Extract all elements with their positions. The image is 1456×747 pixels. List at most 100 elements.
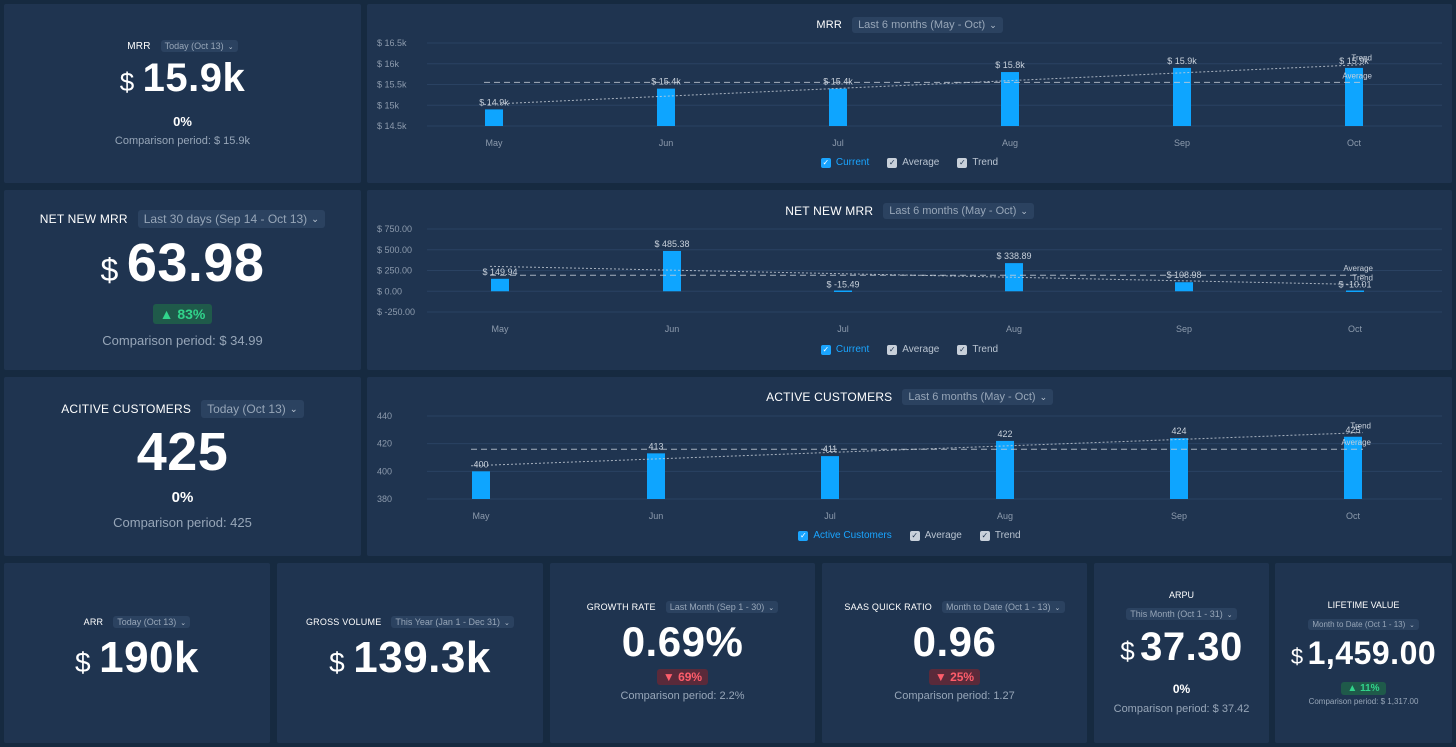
active-chart-period-dropdown[interactable]: Last 6 months (May - Oct) ⌄ <box>902 389 1053 405</box>
chevron-down-icon: ⌄ <box>1020 205 1028 216</box>
data-label: $ 338.89 <box>996 251 1031 261</box>
net-chart-period-dropdown[interactable]: Last 6 months (May - Oct) ⌄ <box>883 203 1034 219</box>
arpu-comparison: Comparison period: $ 37.42 <box>1113 703 1250 715</box>
data-label: 411 <box>823 444 837 454</box>
chevron-down-icon: ⌄ <box>1054 602 1061 612</box>
x-tick-label: Jun <box>649 511 664 521</box>
x-tick-label: Oct <box>1347 138 1362 148</box>
quick-title: SAAS QUICK RATIO <box>844 602 932 612</box>
trend-line <box>470 432 1364 467</box>
gross-period-dropdown[interactable]: This Year (Jan 1 - Dec 31) ⌄ <box>391 616 514 628</box>
legend-current[interactable]: ✓ Current <box>820 157 870 168</box>
net-new-kpi-value: 63.98 <box>126 233 265 293</box>
legend-average[interactable]: ✓ Average <box>909 530 962 541</box>
bar <box>1346 290 1364 292</box>
active-kpi-header: ACITIVE CUSTOMERS Today (Oct 13) ⌄ <box>4 400 361 418</box>
legend-current[interactable]: ✓ Current <box>820 344 869 355</box>
data-label: $ 14.9k <box>479 97 509 107</box>
arr-card: ARR Today (Oct 13) ⌄ $190k <box>4 563 270 743</box>
net-new-mrr-chart-card: NET NEW MRR Last 6 months (May - Oct) ⌄ … <box>367 190 1452 370</box>
y-tick-label: $ 15.5k <box>377 80 407 90</box>
x-tick-label: Jun <box>665 324 680 334</box>
legend-trend-label: Trend <box>972 157 999 168</box>
mrr-chart-period-dropdown[interactable]: Last 6 months (May - Oct) ⌄ <box>852 17 1003 33</box>
arr-value-row: $190k <box>4 633 270 683</box>
net-new-kpi-value-row: $63.98 <box>4 232 361 294</box>
legend-trend[interactable]: ✓ Trend <box>957 344 998 355</box>
checkbox-checked-icon: ✓ <box>887 344 898 355</box>
checkbox-checked-icon: ✓ <box>957 157 968 168</box>
legend-current-label: Current <box>835 157 870 168</box>
arpu-value-row: $37.30 <box>1094 625 1269 670</box>
net-new-mrr-chart-plot: $ 750.00 $ 500.00 $ 250.00 $ 0.00 $ -250.00 $… <box>377 224 1442 334</box>
legend-average[interactable]: ✓ Average <box>887 344 939 355</box>
growth-value: 0.69% <box>621 618 744 665</box>
data-label: $ 485.38 <box>654 239 689 249</box>
data-label: $ 15.4k <box>651 77 681 87</box>
ltv-period-dropdown[interactable]: Month to Date (Oct 1 - 13) ⌄ <box>1308 619 1419 630</box>
x-tick-label: May <box>485 138 503 148</box>
growth-change-badge: ▼ 69% <box>656 669 709 685</box>
data-label: 413 <box>648 441 663 451</box>
checkbox-checked-icon: ✓ <box>798 530 809 541</box>
data-label: 424 <box>1171 426 1186 436</box>
net-new-kpi-period-dropdown[interactable]: Last 30 days (Sep 14 - Oct 13) ⌄ <box>137 210 326 228</box>
active-kpi-period-dropdown[interactable]: Today (Oct 13) ⌄ <box>201 400 304 418</box>
bar <box>1344 436 1362 499</box>
quick-period-dropdown[interactable]: Month to Date (Oct 1 - 13) ⌄ <box>941 601 1065 613</box>
arpu-period-label: This Month (Oct 1 - 31) <box>1130 609 1223 619</box>
growth-comparison: Comparison period: 2.2% <box>620 690 745 702</box>
net-chart-title: NET NEW MRR <box>785 204 874 218</box>
legend-average[interactable]: ✓ Average <box>887 157 939 168</box>
checkbox-checked-icon: ✓ <box>820 344 831 355</box>
ltv-comparison: Comparison period: $ 1,317.00 <box>1308 697 1419 706</box>
arpu-period-dropdown[interactable]: This Month (Oct 1 - 31) ⌄ <box>1126 608 1237 620</box>
gross-title: GROSS VOLUME <box>305 617 382 627</box>
growth-change-row: ▼ 69% <box>550 668 815 686</box>
x-tick-label: Jul <box>832 138 844 148</box>
legend-average-label: Average <box>924 530 962 541</box>
y-tick-label: $ 750.00 <box>377 224 412 234</box>
active-customers-kpi-card: ACITIVE CUSTOMERS Today (Oct 13) ⌄ 425 0… <box>4 377 361 556</box>
arr-header: ARR Today (Oct 13) ⌄ <box>4 616 270 628</box>
quick-value: 0.96 <box>912 618 997 665</box>
bar <box>663 250 681 292</box>
chevron-down-icon: ⌄ <box>1039 391 1047 402</box>
currency-symbol: $ <box>329 647 346 678</box>
checkbox-checked-icon: ✓ <box>909 530 920 541</box>
mrr-kpi-period-dropdown[interactable]: Today (Oct 13) ⌄ <box>160 40 238 52</box>
arr-period-dropdown[interactable]: Today (Oct 13) ⌄ <box>113 616 191 628</box>
active-chart-title: ACTIVE CUSTOMERS <box>766 390 893 404</box>
legend-active-customers[interactable]: ✓ Active Customers <box>798 530 892 541</box>
ltv-value: 1,459.00 <box>1307 635 1437 671</box>
net-new-kpi-header: NET NEW MRR Last 30 days (Sep 14 - Oct 1… <box>4 210 361 228</box>
ltv-change-badge: ▲ 11% <box>1341 682 1386 695</box>
currency-symbol: $ <box>100 252 119 288</box>
chevron-down-icon: ⌄ <box>180 617 187 627</box>
growth-period-dropdown[interactable]: Last Month (Sep 1 - 30) ⌄ <box>665 601 779 613</box>
currency-symbol: $ <box>119 67 135 97</box>
y-tick-label: 380 <box>377 494 392 504</box>
mrr-kpi-card: MRR Today (Oct 13) ⌄ $15.9k 0% Compariso… <box>4 4 361 183</box>
legend-trend[interactable]: ✓ Trend <box>957 157 998 168</box>
net-new-kpi-period-label: Last 30 days (Sep 14 - Oct 13) <box>143 212 308 226</box>
x-tick-label: Sep <box>1171 511 1187 521</box>
net-new-kpi-change-badge: ▲ 83% <box>152 304 213 324</box>
gross-value-row: $139.3k <box>277 633 543 683</box>
data-label: $ 149.94 <box>482 267 517 277</box>
net-new-mrr-kpi-card: NET NEW MRR Last 30 days (Sep 14 - Oct 1… <box>4 190 361 370</box>
growth-header: GROWTH RATE Last Month (Sep 1 - 30) ⌄ <box>550 601 815 613</box>
active-customers-chart-plot: 440 420 400 380 400 May 413 Jun 411 Jul 422 Aug 424 S… <box>377 411 1442 521</box>
checkbox-checked-icon: ✓ <box>820 157 831 168</box>
arpu-period-row: This Month (Oct 1 - 31) ⌄ <box>1094 604 1269 622</box>
arpu-title: ARPU <box>1168 590 1194 600</box>
legend-trend[interactable]: ✓ Trend <box>979 530 1021 541</box>
data-label: $ 15.4k <box>823 77 853 87</box>
y-tick-label: $ 15k <box>377 100 400 110</box>
lifetime-value-card: LIFETIME VALUE Month to Date (Oct 1 - 13… <box>1275 563 1452 743</box>
quick-change-row: ▼ 25% <box>822 668 1087 686</box>
bar <box>821 456 839 499</box>
y-tick-label: $ 16.5k <box>377 38 407 48</box>
active-chart-period-label: Last 6 months (May - Oct) <box>908 391 1036 403</box>
y-tick-label: $ 500.00 <box>377 245 412 255</box>
